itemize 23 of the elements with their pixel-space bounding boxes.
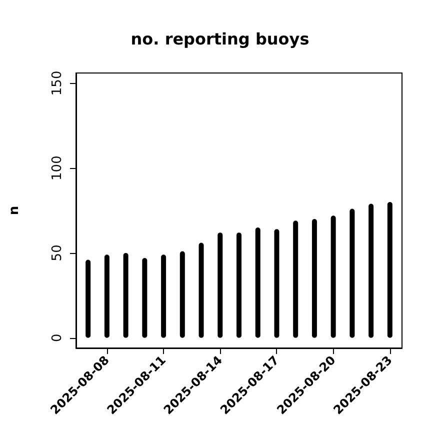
bar bbox=[387, 202, 392, 338]
y-tick-label: 50 bbox=[50, 244, 65, 262]
bar bbox=[255, 227, 260, 338]
bar bbox=[293, 220, 298, 338]
bar bbox=[330, 216, 336, 338]
y-tick-label: 0 bbox=[50, 334, 65, 342]
bar bbox=[123, 252, 128, 338]
bar bbox=[198, 242, 204, 338]
bar bbox=[142, 258, 148, 338]
bar bbox=[236, 232, 242, 338]
y-axis-title: n bbox=[7, 206, 22, 216]
bar bbox=[368, 204, 374, 338]
chart-title: no. reporting buoys bbox=[130, 30, 310, 48]
bar bbox=[104, 254, 110, 338]
bar bbox=[161, 254, 166, 338]
bar bbox=[312, 218, 317, 338]
y-tick-label: 100 bbox=[50, 156, 65, 180]
bar bbox=[180, 251, 185, 338]
bar bbox=[218, 232, 223, 338]
bar bbox=[274, 229, 280, 338]
bar bbox=[350, 208, 355, 338]
bar bbox=[86, 260, 91, 338]
y-tick-label: 150 bbox=[50, 70, 65, 96]
